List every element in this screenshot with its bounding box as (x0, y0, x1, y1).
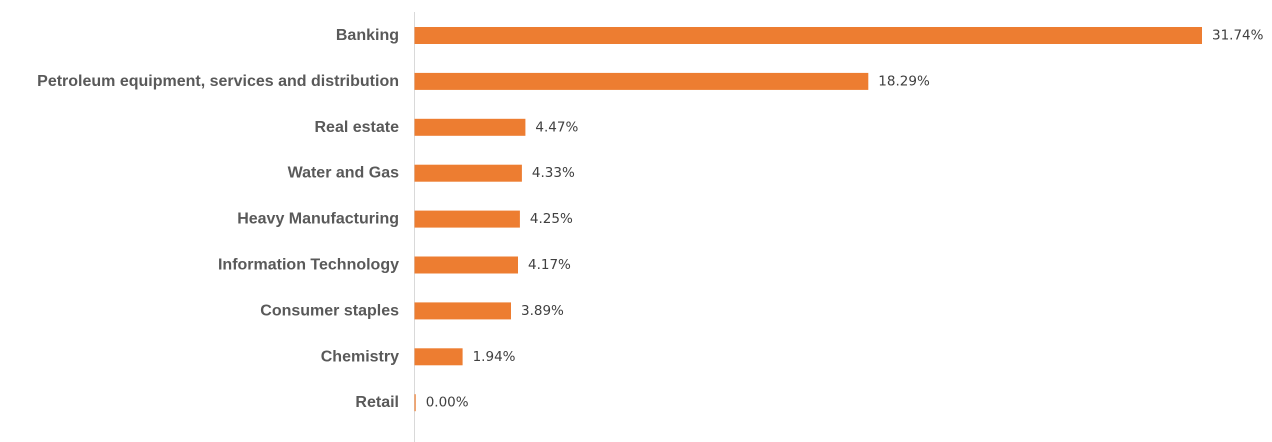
category-label: Heavy Manufacturing (237, 211, 399, 228)
value-label: 4.17% (528, 257, 571, 273)
value-label: 1.94% (473, 349, 516, 365)
value-label: 3.89% (521, 303, 564, 319)
bar (414, 118, 526, 136)
bar (414, 256, 518, 274)
value-label: 18.29% (878, 73, 930, 89)
bar (414, 164, 522, 182)
bar (414, 72, 869, 90)
value-label: 0.00% (426, 395, 469, 411)
bar (414, 348, 463, 366)
value-label: 4.25% (530, 211, 573, 227)
bar (414, 210, 520, 228)
category-label: Chemistry (321, 348, 399, 365)
value-label: 4.47% (535, 119, 578, 135)
bar (414, 302, 511, 320)
category-label: Banking (336, 27, 399, 44)
category-label: Water and Gas (288, 165, 400, 182)
category-label: Petroleum equipment, services and distri… (37, 73, 399, 90)
category-label: Real estate (315, 119, 400, 136)
category-label: Information Technology (218, 257, 399, 274)
bar (414, 27, 1202, 44)
category-label: Consumer staples (260, 302, 399, 319)
category-label: Retail (355, 394, 399, 411)
value-label: 4.33% (532, 165, 575, 181)
value-label: 31.74% (1212, 28, 1264, 44)
bar (414, 394, 416, 412)
